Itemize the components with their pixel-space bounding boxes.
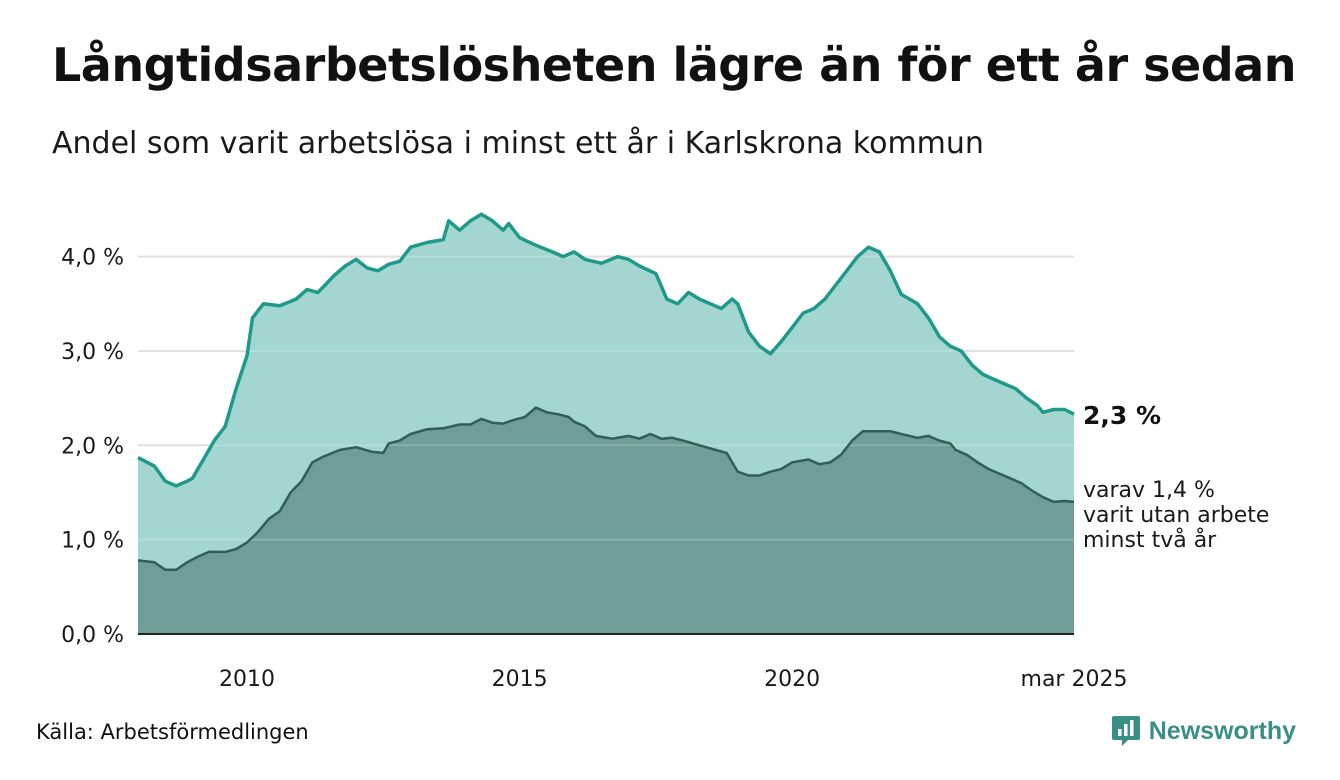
x-tick-label-2: 2020: [764, 667, 820, 692]
end-label-total: 2,3 %: [1083, 401, 1161, 430]
x-tick-label-0: 2010: [219, 667, 275, 692]
line-total: [137, 212, 1075, 488]
source-note: Källa: Arbetsförmedlingen: [36, 720, 309, 744]
x-tick-label-1: 2015: [492, 667, 548, 692]
chart-title: Långtidsarbetslösheten lägre än för ett …: [52, 38, 1296, 92]
end-label-subset-line-0: varav 1,4 %: [1083, 478, 1215, 503]
newsworthy-logo-icon: [1111, 716, 1140, 746]
y-tick-label-0: 0,0 %: [61, 623, 124, 648]
brand-name: Newsworthy: [1148, 716, 1296, 745]
y-tick-label-4: 4,0 %: [61, 246, 124, 271]
end-label-subset-line-2: minst två år: [1083, 527, 1217, 553]
area-subset: [138, 407, 1074, 634]
y-tick-label-2: 2,0 %: [61, 434, 124, 459]
y-tick-label-1: 1,0 %: [61, 529, 124, 554]
chart-subtitle: Andel som varit arbetslösa i minst ett å…: [52, 126, 984, 161]
x-tick-label-3: mar 2025: [1021, 667, 1128, 692]
end-label-subset-line-1: varit utan arbete: [1083, 503, 1269, 528]
line-subset: [137, 406, 1075, 572]
brand-logo: Newsworthy: [1111, 714, 1296, 748]
y-tick-label-3: 3,0 %: [61, 340, 124, 365]
